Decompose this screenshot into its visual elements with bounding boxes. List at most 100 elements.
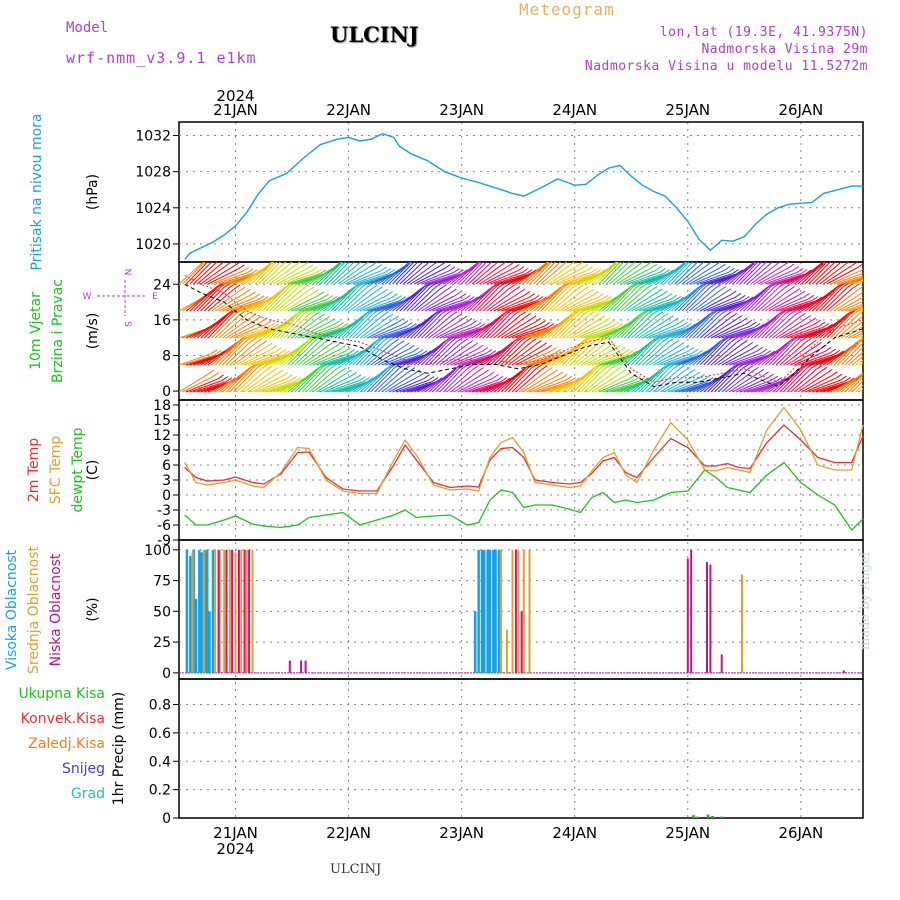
wind-barb-tick <box>281 372 288 377</box>
wind-barb <box>337 286 363 312</box>
wind-barb <box>366 342 394 366</box>
precip-bar <box>711 815 715 818</box>
wind-barb <box>536 262 561 285</box>
wind-barb-tick <box>386 291 393 297</box>
wind-barb-tick <box>392 315 399 321</box>
wind-barb <box>446 348 478 366</box>
wind-barb <box>638 319 668 339</box>
wind-barb <box>486 270 519 285</box>
wind-barb <box>251 376 282 393</box>
wind-barb <box>728 262 755 285</box>
cloud-bar <box>198 549 201 673</box>
wind-barb <box>641 321 673 339</box>
wind-barb-tick <box>548 257 554 261</box>
cloud-bar <box>474 611 477 673</box>
wind-barb <box>301 344 330 366</box>
wind-barb <box>670 288 698 312</box>
wind-barb <box>291 297 323 312</box>
wind-barb-tick <box>479 257 485 261</box>
y-tick-label: 0.6 <box>149 726 171 742</box>
cloud-bar <box>709 564 712 673</box>
wind-barb <box>804 262 828 285</box>
cloud-bar <box>228 549 231 673</box>
wind-barb-tick <box>851 262 859 267</box>
wind-barb <box>406 263 435 285</box>
wind-barb-tick <box>536 296 544 302</box>
wind-barb <box>645 367 670 393</box>
precip-legend-2: Konvek.Kisa <box>21 711 105 727</box>
compass-south: S <box>122 321 132 327</box>
cloud-bar <box>243 549 246 673</box>
wind-barb-tick <box>370 262 378 267</box>
wind-barb <box>413 313 439 339</box>
wind-barb-tick <box>672 339 680 345</box>
wind-barb-tick <box>598 338 606 344</box>
wind-barb-tick <box>858 310 863 315</box>
wind-barb-tick <box>685 323 692 328</box>
wind-barb-tick <box>826 256 832 260</box>
wind-barb-tick <box>256 363 264 369</box>
wind-barb-tick <box>617 257 623 261</box>
wind-barb <box>840 342 863 366</box>
wind-barb <box>457 375 489 393</box>
wind-barb <box>710 342 737 366</box>
wind-barb <box>424 340 450 366</box>
wind-barb <box>529 262 553 285</box>
wind-barb-tick <box>519 311 526 317</box>
cloud-bar <box>218 549 221 673</box>
wind-barb <box>790 369 817 393</box>
wind-barb <box>417 313 443 339</box>
wind-barb <box>366 322 398 339</box>
cloud-bar <box>248 549 251 673</box>
wind-barb-tick <box>283 350 291 356</box>
wind-barb-tick <box>424 257 430 261</box>
wind-barb <box>696 341 722 366</box>
wind-barb <box>356 295 387 312</box>
wind-barb <box>526 375 557 393</box>
wind-barb <box>768 294 800 312</box>
model-label: Model <box>66 20 109 36</box>
wind-barb-tick <box>513 286 521 292</box>
wind-barb-tick <box>554 348 562 354</box>
wind-barb-tick <box>837 350 844 356</box>
wind-barb <box>678 286 703 312</box>
wind-barb <box>620 313 645 339</box>
wind-barb <box>623 290 652 312</box>
wind-barb <box>287 340 312 366</box>
wind-barb <box>634 273 668 285</box>
elevation-info: Nadmorska Visina 29m <box>701 42 868 57</box>
wind-barb-tick <box>551 369 558 375</box>
wind-barb <box>775 298 809 312</box>
wind-barb <box>363 341 389 366</box>
wind-barb <box>837 275 863 285</box>
wind-barb-tick <box>655 266 662 271</box>
wind-barb <box>298 367 323 393</box>
wind-barb-tick <box>543 321 551 327</box>
wind-barb <box>211 313 236 339</box>
wind-barb-tick <box>809 317 816 323</box>
wind-barb <box>435 367 461 393</box>
wind-barb <box>290 340 316 366</box>
wind-barb <box>714 300 748 312</box>
wind-barb-tick <box>609 342 616 348</box>
wind-barb-tick <box>627 350 634 355</box>
wind-barb-tick <box>366 283 373 289</box>
wind-barb <box>207 343 235 366</box>
wind-barb-tick <box>880 364 886 368</box>
wind-barb <box>786 325 820 339</box>
wind-barb-tick <box>457 269 464 275</box>
wind-barb <box>519 327 552 339</box>
wind-barb <box>251 262 275 285</box>
wind-barb-tick <box>371 284 378 290</box>
wind-barb-tick <box>359 376 366 381</box>
wind-barb <box>461 354 494 366</box>
wind-barb-tick <box>822 323 830 328</box>
wind-barb-tick <box>416 256 422 260</box>
wind-y-axis-label: (m/s) <box>85 313 101 350</box>
wind-barb <box>757 267 789 285</box>
wind-barb-tick <box>605 296 613 302</box>
wind-barb <box>479 287 505 312</box>
wind-barb-tick <box>896 324 900 328</box>
wind-barb <box>844 303 863 312</box>
y-tick-label: 100 <box>144 543 171 559</box>
